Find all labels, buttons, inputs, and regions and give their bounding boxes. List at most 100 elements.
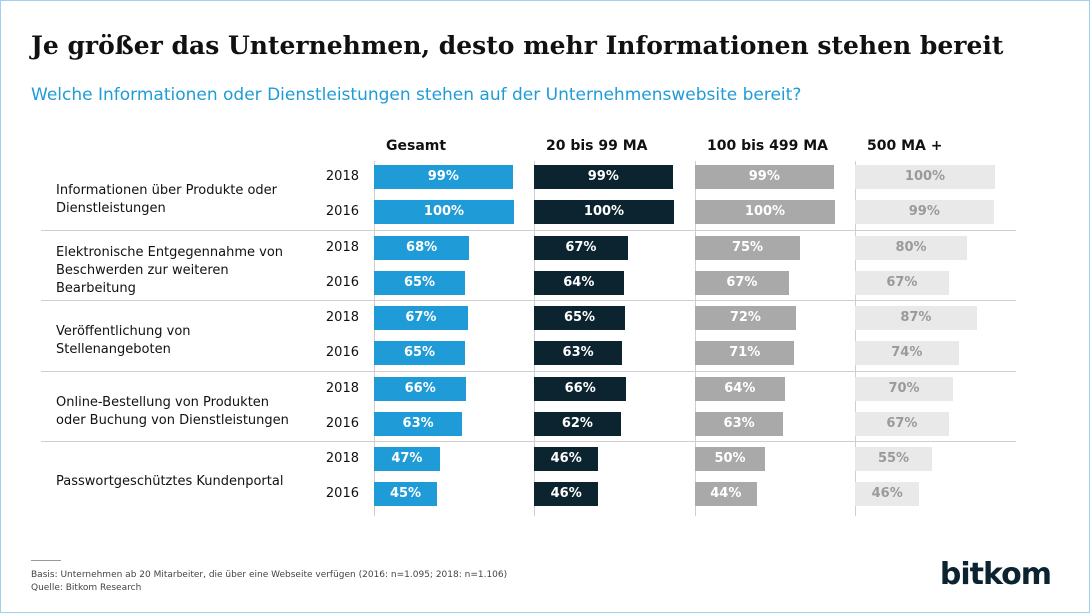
- value-label: 100%: [583, 204, 625, 219]
- year-label: 2016: [325, 486, 359, 501]
- bar: [374, 341, 465, 365]
- bar: [374, 165, 513, 189]
- value-label: 67%: [565, 239, 597, 255]
- bar: [374, 376, 467, 401]
- bar: [695, 482, 757, 506]
- value-label: 64%: [563, 274, 595, 290]
- value-label: 64%: [724, 380, 756, 396]
- value-label: 75%: [731, 239, 764, 255]
- value-label: 99%: [427, 169, 459, 184]
- legend-entry: Gesamt: [386, 138, 447, 154]
- value-label: 65%: [403, 345, 436, 360]
- bar: [855, 165, 995, 189]
- value-label: 71%: [729, 345, 761, 360]
- category-label: Online-Bestellung von Produkten oder Buc…: [56, 394, 289, 428]
- bar: [534, 411, 621, 436]
- footnote-rule: [31, 560, 61, 561]
- value-label: 100%: [423, 204, 465, 219]
- source: Quelle: Bitkom Research: [31, 583, 142, 593]
- legend-entry: 500 MA +: [867, 138, 943, 154]
- bar: [695, 447, 765, 471]
- value-label: 99%: [908, 204, 940, 219]
- bar: [374, 447, 440, 471]
- logo: bitkom: [939, 557, 1052, 592]
- value-label: 80%: [895, 239, 927, 255]
- value-label: 47%: [391, 451, 423, 466]
- panel-divider: [534, 161, 535, 516]
- bar: [374, 306, 468, 330]
- bar: [534, 447, 599, 471]
- bar: [534, 482, 599, 506]
- value-label: 46%: [550, 486, 582, 501]
- separator: [41, 300, 1016, 301]
- value-label: 68%: [406, 239, 438, 255]
- bar: [695, 341, 795, 365]
- bar: [695, 270, 789, 295]
- year-label: 2018: [325, 239, 359, 255]
- value-label: 65%: [403, 274, 436, 290]
- value-label: 50%: [714, 451, 746, 466]
- value-label: 70%: [888, 380, 920, 396]
- bar: [534, 165, 673, 189]
- year-label: 2016: [325, 274, 359, 290]
- separator: [41, 370, 1016, 372]
- year-label: 2016: [325, 345, 359, 360]
- value-label: 99%: [587, 169, 619, 184]
- bar: [534, 200, 674, 224]
- value-label: 100%: [744, 204, 786, 219]
- year-label: 2018: [325, 451, 359, 466]
- bar: [374, 235, 470, 260]
- value-label: 63%: [402, 415, 434, 431]
- value-label: 62%: [561, 415, 593, 431]
- separator: [41, 229, 1016, 231]
- bar: [695, 235, 800, 260]
- value-label: 44%: [710, 486, 742, 501]
- bar: [855, 270, 949, 295]
- bar: [855, 411, 949, 436]
- panel-divider: [695, 161, 696, 516]
- bar: [695, 306, 796, 330]
- chart-subtitle: Welche Informationen oder Dienstleistung…: [31, 85, 802, 105]
- bar: [855, 200, 994, 224]
- value-label: 74%: [891, 345, 923, 360]
- bar: [374, 482, 437, 506]
- legend-entry: 100 bis 499 MA: [707, 138, 828, 154]
- year-label: 2016: [325, 204, 359, 219]
- category-label: Passwortgeschütztes Kundenportal: [56, 474, 284, 489]
- value-label: 67%: [886, 415, 918, 431]
- value-label: 67%: [886, 274, 918, 290]
- bar: [855, 447, 932, 471]
- bar: [695, 165, 834, 189]
- year-label: 2016: [325, 415, 359, 431]
- bar: [855, 235, 967, 260]
- value-label: 55%: [877, 451, 910, 466]
- panel-divider: [374, 161, 375, 516]
- bar: [534, 376, 627, 401]
- bar: [695, 411, 784, 436]
- value-label: 67%: [726, 274, 758, 290]
- value-label: 100%: [904, 169, 946, 184]
- footnote: Basis: Unternehmen ab 20 Mitarbeiter, di…: [31, 570, 508, 580]
- bar: [855, 376, 953, 401]
- value-label: 66%: [404, 380, 436, 396]
- year-label: 2018: [325, 169, 359, 184]
- bar: [374, 411, 463, 436]
- separator: [41, 441, 1016, 442]
- legend-entry: 20 bis 99 MA: [546, 138, 648, 154]
- value-label: 46%: [550, 451, 582, 466]
- category-label: Informationen über Produkte oder Dienstl…: [56, 183, 278, 216]
- value-label: 63%: [723, 415, 755, 431]
- category-label: Veröffentlichung von Stellenangeboten: [56, 324, 191, 357]
- value-label: 46%: [871, 486, 903, 501]
- category-label: Elektronische Entgegennahme von Beschwer…: [56, 244, 284, 296]
- value-label: 65%: [563, 310, 596, 325]
- bar: [855, 306, 977, 330]
- bar: [695, 376, 785, 401]
- bar: [374, 200, 514, 224]
- bar: [855, 482, 920, 506]
- bar: [374, 270, 465, 295]
- bar: [695, 200, 835, 224]
- year-label: 2018: [325, 310, 359, 325]
- value-label: 66%: [564, 380, 596, 396]
- bar: [534, 235, 628, 260]
